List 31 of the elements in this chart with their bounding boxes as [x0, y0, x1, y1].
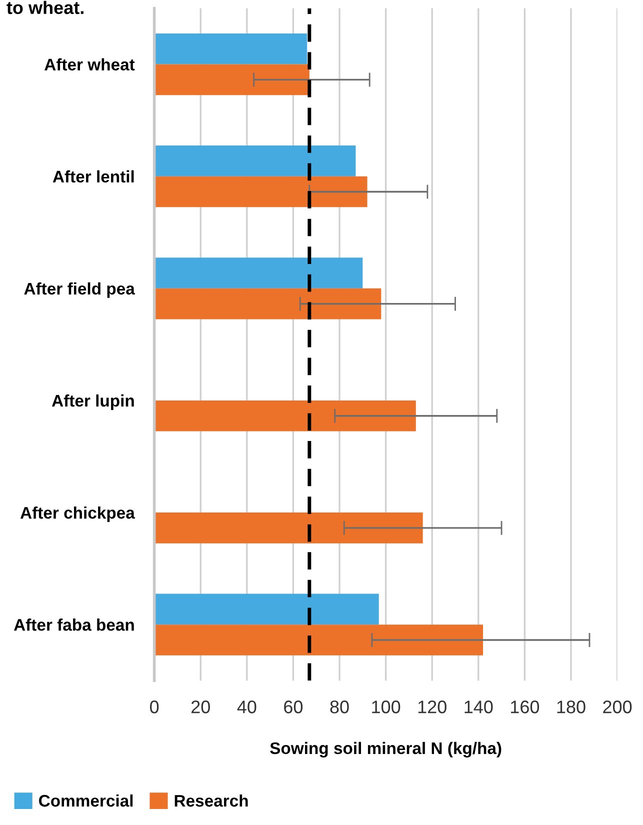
bar [154, 33, 308, 64]
bar [154, 146, 356, 176]
x-tick-label: 200 [603, 700, 632, 714]
x-tick-label: 160 [511, 700, 540, 714]
bar [154, 512, 423, 544]
y-tick-label: After chickpea [20, 506, 135, 522]
bar [154, 400, 416, 432]
chart-title: to wheat. [6, 0, 84, 14]
x-axis-title: Sowing soil mineral N (kg/ha) [270, 742, 502, 758]
y-tick-label: After lentil [52, 170, 134, 183]
legend-label: Commercial [39, 794, 133, 807]
bar [154, 258, 363, 288]
x-tick-label: 40 [237, 700, 256, 714]
y-tick-label: After lupin [52, 394, 134, 410]
x-tick-label: 140 [464, 700, 493, 714]
x-tick-label: 80 [330, 700, 349, 714]
y-tick-label: After wheat [44, 58, 135, 70]
bar [154, 624, 484, 656]
legend-label: Research [174, 794, 248, 807]
x-tick-label: 120 [418, 700, 446, 714]
bar [154, 176, 368, 208]
x-tick-label: 20 [191, 700, 210, 714]
y-tick-label: After field pea [24, 282, 135, 298]
x-tick-label: 60 [284, 700, 303, 714]
x-tick-label: 100 [372, 700, 400, 714]
bar [154, 288, 382, 320]
bar [154, 64, 310, 96]
x-tick-label: 180 [557, 700, 586, 714]
bar [154, 594, 379, 625]
y-tick-label: After faba bean [14, 618, 134, 631]
x-tick-label: 0 [150, 700, 159, 714]
